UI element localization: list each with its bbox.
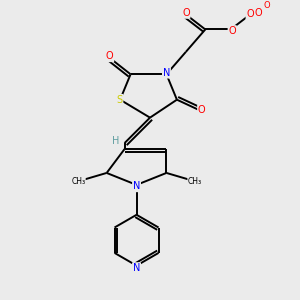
Text: O: O (255, 8, 262, 18)
Text: O: O (228, 26, 236, 36)
Text: S: S (116, 95, 123, 105)
Text: O: O (263, 1, 270, 10)
Text: CH₃: CH₃ (71, 177, 85, 186)
Text: O: O (246, 10, 254, 20)
Text: O: O (106, 51, 113, 61)
Text: O: O (198, 105, 206, 115)
Text: O: O (182, 8, 190, 18)
Text: H: H (112, 136, 119, 146)
Text: N: N (133, 182, 140, 191)
Text: CH₃: CH₃ (188, 177, 202, 186)
Text: N: N (163, 68, 170, 78)
Text: N: N (133, 263, 140, 273)
